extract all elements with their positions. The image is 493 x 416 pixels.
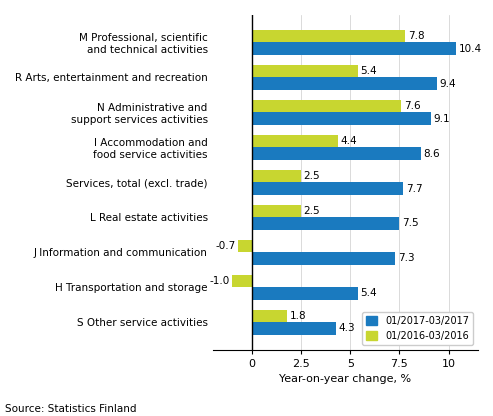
- Text: 8.6: 8.6: [423, 149, 440, 158]
- Legend: 01/2017-03/2017, 01/2016-03/2016: 01/2017-03/2017, 01/2016-03/2016: [362, 312, 473, 345]
- Bar: [252, 77, 437, 90]
- Text: -0.7: -0.7: [215, 241, 236, 251]
- X-axis label: Year-on-year change, %: Year-on-year change, %: [279, 374, 411, 384]
- Bar: [252, 322, 336, 334]
- Text: 10.4: 10.4: [458, 44, 482, 54]
- Text: 9.4: 9.4: [439, 79, 456, 89]
- Bar: [252, 205, 301, 218]
- Bar: [252, 182, 403, 195]
- Text: 7.8: 7.8: [408, 31, 424, 41]
- Bar: [252, 100, 401, 112]
- Bar: [252, 253, 395, 265]
- Text: 7.5: 7.5: [402, 218, 419, 228]
- Bar: [252, 42, 457, 55]
- Bar: [252, 65, 358, 77]
- Bar: [252, 147, 421, 160]
- Bar: [252, 30, 405, 42]
- Text: 2.5: 2.5: [303, 206, 320, 216]
- Text: 4.3: 4.3: [339, 323, 355, 334]
- Text: 1.8: 1.8: [290, 311, 306, 321]
- Text: 2.5: 2.5: [303, 171, 320, 181]
- Text: 7.7: 7.7: [406, 183, 423, 193]
- Bar: [252, 135, 338, 147]
- Text: 5.4: 5.4: [360, 288, 377, 298]
- Bar: [238, 240, 252, 253]
- Text: 9.1: 9.1: [433, 114, 450, 124]
- Bar: [252, 287, 358, 300]
- Text: 5.4: 5.4: [360, 66, 377, 76]
- Bar: [252, 310, 287, 322]
- Text: 7.6: 7.6: [404, 102, 421, 111]
- Text: -1.0: -1.0: [210, 276, 230, 286]
- Bar: [252, 218, 399, 230]
- Bar: [232, 275, 252, 287]
- Bar: [252, 112, 431, 125]
- Bar: [252, 170, 301, 182]
- Text: Source: Statistics Finland: Source: Statistics Finland: [5, 404, 137, 414]
- Text: 4.4: 4.4: [341, 136, 357, 146]
- Text: 7.3: 7.3: [398, 253, 415, 263]
